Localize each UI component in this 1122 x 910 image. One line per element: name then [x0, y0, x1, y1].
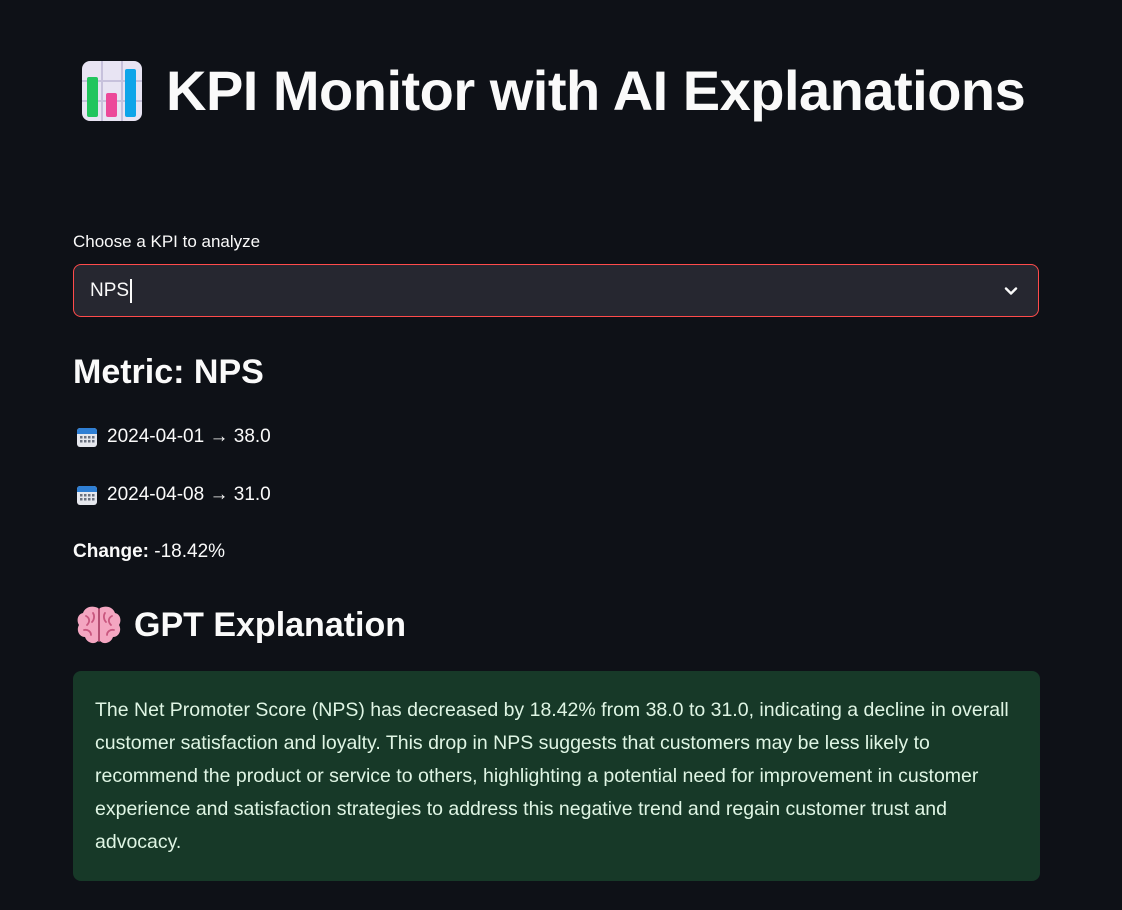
metric-entry-start: 2024-04-01 → 38.0	[76, 426, 271, 448]
metric-entry-end: 2024-04-08 → 31.0	[76, 484, 271, 506]
chevron-down-icon[interactable]	[1002, 282, 1020, 300]
gpt-explanation-heading: GPT Explanation	[134, 605, 407, 644]
calendar-icon	[76, 484, 98, 506]
change-value: -18.42%	[154, 541, 226, 562]
gpt-explanation-text: The Net Promoter Score (NPS) has decreas…	[95, 699, 1009, 853]
gpt-explanation-box: The Net Promoter Score (NPS) has decreas…	[73, 671, 1040, 881]
kpi-select-label: Choose a KPI to analyze	[73, 232, 261, 251]
metric-entry-text: 2024-04-08 → 31.0	[107, 484, 271, 505]
change-label: Change:	[73, 541, 149, 562]
brain-icon	[76, 604, 122, 646]
text-caret	[130, 278, 132, 303]
bar-chart-icon	[80, 59, 144, 123]
kpi-select[interactable]: NPS	[73, 264, 1039, 317]
page-title: KPI Monitor with AI Explanations	[166, 59, 1026, 122]
title-row: KPI Monitor with AI Explanations	[80, 58, 1026, 123]
gpt-explanation-heading-row: GPT Explanation	[76, 604, 406, 646]
metric-heading: Metric: NPS	[73, 353, 264, 391]
kpi-select-value[interactable]: NPS	[90, 279, 130, 301]
metric-entry-text: 2024-04-01 → 38.0	[107, 426, 271, 447]
calendar-icon	[76, 426, 98, 448]
change-line: Change: -18.42%	[73, 541, 225, 563]
